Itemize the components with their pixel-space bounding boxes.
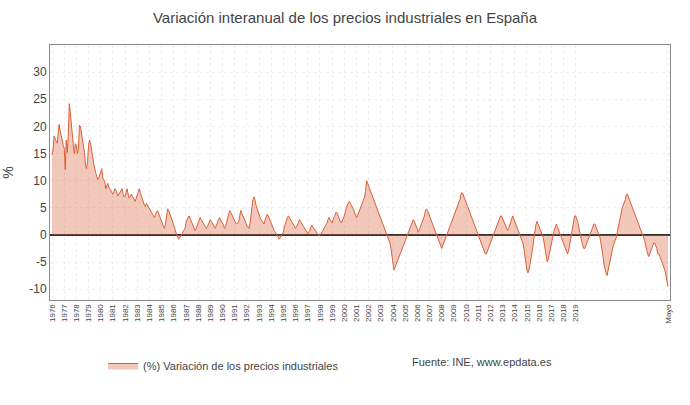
svg-text:2003: 2003 <box>376 304 385 322</box>
svg-text:1993: 1993 <box>255 304 264 322</box>
svg-text:1986: 1986 <box>169 304 178 322</box>
svg-text:1999: 1999 <box>328 304 337 322</box>
svg-text:2008: 2008 <box>437 304 446 322</box>
svg-text:-5: -5 <box>36 255 47 269</box>
svg-text:15: 15 <box>33 147 47 161</box>
svg-text:2019: 2019 <box>571 304 580 322</box>
svg-text:1987: 1987 <box>182 304 191 322</box>
svg-text:2015: 2015 <box>523 304 532 322</box>
svg-text:1995: 1995 <box>279 304 288 322</box>
svg-text:2002: 2002 <box>364 304 373 322</box>
svg-text:1998: 1998 <box>316 304 325 322</box>
svg-text:30: 30 <box>33 65 47 79</box>
svg-text:1976: 1976 <box>48 304 57 322</box>
svg-text:1984: 1984 <box>145 304 154 322</box>
svg-text:-10: -10 <box>29 282 47 296</box>
svg-text:5: 5 <box>40 201 47 215</box>
svg-text:1977: 1977 <box>60 304 69 322</box>
svg-text:Variación interanual de los pr: Variación interanual de los precios indu… <box>153 9 538 26</box>
svg-text:2001: 2001 <box>352 304 361 322</box>
svg-text:1979: 1979 <box>84 304 93 322</box>
svg-text:10: 10 <box>33 174 47 188</box>
svg-text:2009: 2009 <box>449 304 458 322</box>
svg-text:2004: 2004 <box>389 304 398 322</box>
svg-text:2014: 2014 <box>510 304 519 322</box>
svg-text:2000: 2000 <box>340 304 349 322</box>
svg-text:1985: 1985 <box>157 304 166 322</box>
svg-text:0: 0 <box>40 228 47 242</box>
svg-text:2006: 2006 <box>413 304 422 322</box>
svg-text:1982: 1982 <box>121 304 130 322</box>
svg-text:1997: 1997 <box>303 304 312 322</box>
svg-text:25: 25 <box>33 92 47 106</box>
svg-text:2018: 2018 <box>559 304 568 322</box>
svg-text:2005: 2005 <box>401 304 410 322</box>
svg-text:1994: 1994 <box>267 304 276 322</box>
svg-text:1996: 1996 <box>291 304 300 322</box>
svg-text:2012: 2012 <box>486 304 495 322</box>
svg-text:2017: 2017 <box>547 304 556 322</box>
svg-text:1983: 1983 <box>133 304 142 322</box>
svg-text:2010: 2010 <box>462 304 471 322</box>
svg-text:1990: 1990 <box>218 304 227 322</box>
svg-text:1989: 1989 <box>206 304 215 322</box>
svg-text:2016: 2016 <box>535 304 544 322</box>
svg-text:1980: 1980 <box>96 304 105 322</box>
svg-text:20: 20 <box>33 120 47 134</box>
svg-text:2007: 2007 <box>425 304 434 322</box>
svg-text:1991: 1991 <box>230 304 239 322</box>
svg-text:1978: 1978 <box>72 304 81 322</box>
svg-text:1981: 1981 <box>109 304 118 322</box>
svg-text:1992: 1992 <box>242 304 251 322</box>
svg-text:1988: 1988 <box>194 304 203 322</box>
svg-text:Mayo: Mayo <box>664 304 673 324</box>
svg-text:%: % <box>0 166 16 178</box>
svg-text:(%) Variación de los precios i: (%) Variación de los precios industriale… <box>143 360 338 372</box>
svg-text:Fuente: INE, www.epdata.es: Fuente: INE, www.epdata.es <box>412 356 552 368</box>
svg-text:2011: 2011 <box>474 304 483 322</box>
svg-text:2013: 2013 <box>498 304 507 322</box>
